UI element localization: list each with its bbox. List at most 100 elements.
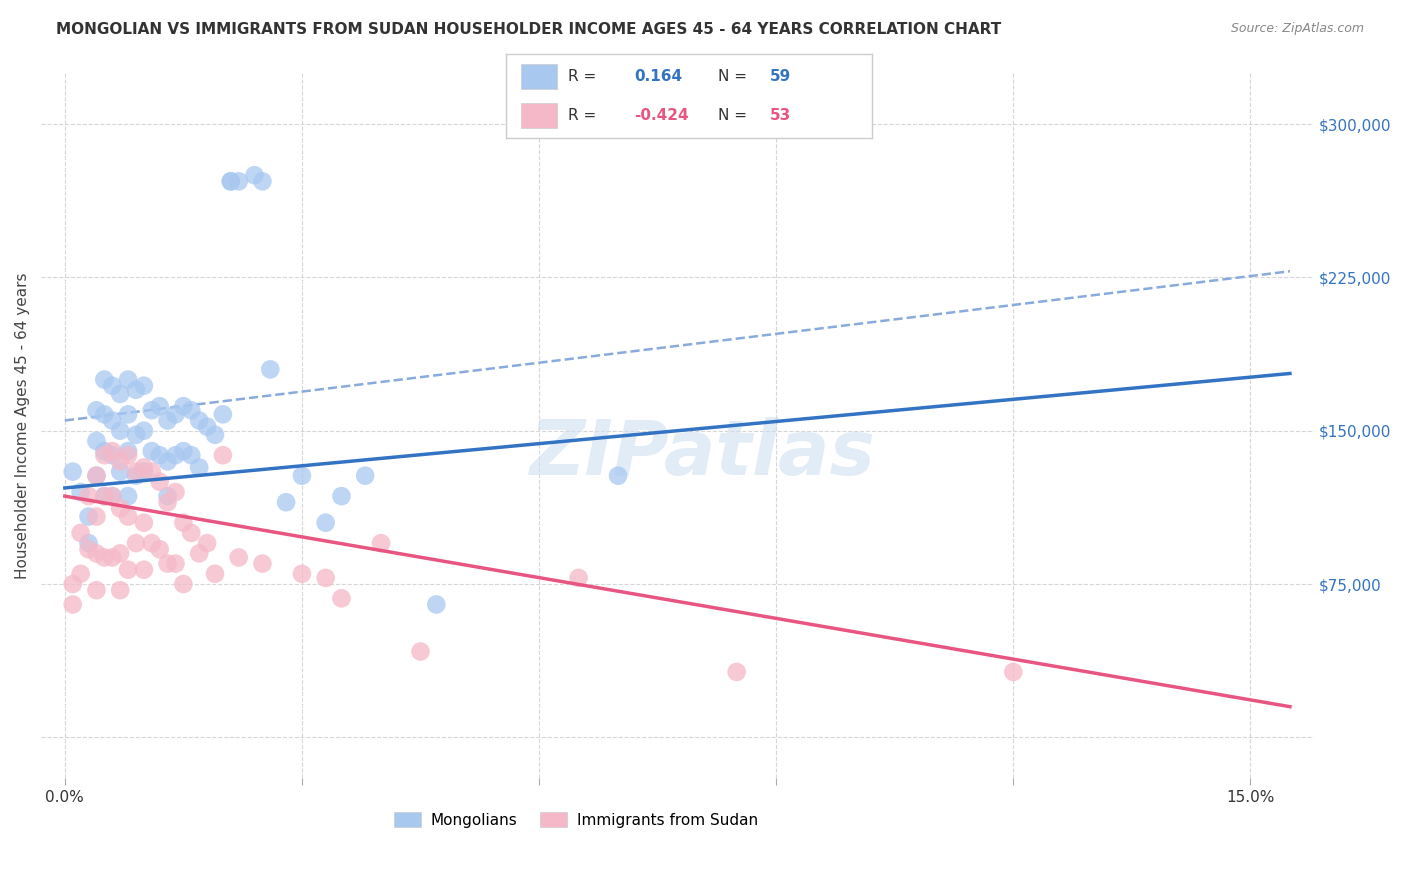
Point [101,489,124,503]
Point [180,525,202,540]
Point [156,489,179,503]
Point [77,536,100,550]
Point [188,413,211,427]
Point [409,644,432,658]
Point [108,454,131,468]
Point [132,460,155,475]
Point [69,525,91,540]
Point [117,408,139,422]
Point [86,403,108,417]
Point [108,546,131,560]
Point [259,362,281,376]
Point [315,516,337,530]
Point [607,468,630,483]
Point [243,168,266,182]
Point [204,427,226,442]
Point [93,373,115,387]
Point [93,408,115,422]
Point [188,546,211,560]
Point [86,434,108,448]
Text: N =: N = [718,69,747,84]
Point [62,465,84,479]
Point [156,454,179,468]
Point [86,546,108,560]
Point [165,557,187,571]
Point [156,557,179,571]
Point [725,665,748,679]
Text: ZIPatlas: ZIPatlas [530,417,876,491]
Point [62,598,84,612]
Point [108,501,131,516]
Point [86,509,108,524]
Point [141,536,163,550]
Point [228,550,250,565]
Text: Source: ZipAtlas.com: Source: ZipAtlas.com [1230,22,1364,36]
Point [180,448,202,462]
Point [204,566,226,581]
Point [252,174,274,188]
Point [132,378,155,392]
Point [132,516,155,530]
Point [101,550,124,565]
Point [141,444,163,458]
Point [212,408,235,422]
Point [108,583,131,598]
Point [252,557,274,571]
Point [93,444,115,458]
Point [86,468,108,483]
Point [125,427,148,442]
Text: 0.164: 0.164 [634,69,682,84]
Point [219,174,242,188]
Point [117,448,139,462]
Point [172,399,194,413]
Point [291,566,314,581]
Point [228,174,250,188]
Point [149,475,172,489]
Text: 53: 53 [769,108,790,123]
Point [330,591,353,606]
Point [93,489,115,503]
Point [568,571,591,585]
Point [172,516,194,530]
Point [101,378,124,392]
Point [291,468,314,483]
Point [101,448,124,462]
Point [125,383,148,397]
Point [101,444,124,458]
Point [149,448,172,462]
Point [180,403,202,417]
FancyBboxPatch shape [520,63,557,89]
Text: N =: N = [718,108,747,123]
Point [141,465,163,479]
Point [93,550,115,565]
Point [149,399,172,413]
Point [132,563,155,577]
Point [77,509,100,524]
Point [212,448,235,462]
Point [172,444,194,458]
Text: R =: R = [568,69,596,84]
Point [108,465,131,479]
Text: R =: R = [568,108,596,123]
Y-axis label: Householder Income Ages 45 - 64 years: Householder Income Ages 45 - 64 years [15,272,30,579]
FancyBboxPatch shape [520,103,557,128]
Point [93,489,115,503]
Point [330,489,353,503]
Point [370,536,392,550]
Legend: Mongolians, Immigrants from Sudan: Mongolians, Immigrants from Sudan [388,806,763,834]
Point [77,542,100,557]
Point [108,424,131,438]
Text: 59: 59 [769,69,790,84]
Point [195,419,218,434]
Point [141,403,163,417]
Point [117,444,139,458]
Point [62,577,84,591]
Point [165,485,187,500]
Point [93,448,115,462]
Point [149,542,172,557]
Point [108,387,131,401]
Text: MONGOLIAN VS IMMIGRANTS FROM SUDAN HOUSEHOLDER INCOME AGES 45 - 64 YEARS CORRELA: MONGOLIAN VS IMMIGRANTS FROM SUDAN HOUSE… [56,22,1001,37]
Point [219,174,242,188]
Point [125,468,148,483]
Point [165,408,187,422]
